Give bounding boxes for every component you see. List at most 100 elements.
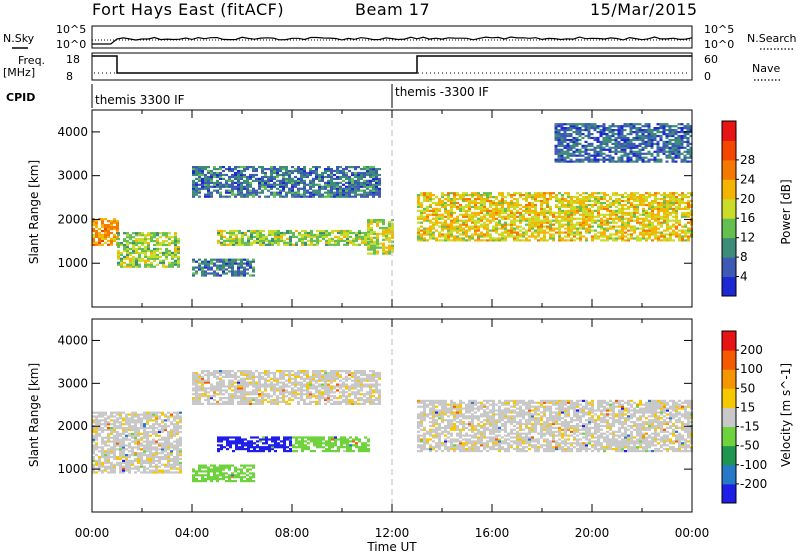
power-cell [240, 193, 243, 196]
power-cell [369, 171, 372, 175]
power-cell [174, 243, 177, 247]
power-cell [623, 152, 627, 155]
power-cell [669, 227, 672, 230]
power-cell [602, 142, 606, 145]
power-cell [261, 179, 264, 182]
power-cell [546, 239, 549, 242]
power-cell [668, 156, 672, 159]
velocity-cell [113, 446, 116, 449]
power-cell [207, 171, 210, 175]
power-cell [268, 243, 271, 246]
power-cell [573, 227, 576, 230]
power-cell [678, 233, 681, 236]
power-cell [540, 225, 543, 228]
velocity-cell [207, 373, 210, 376]
power-cell [618, 203, 621, 207]
power-cell [144, 247, 147, 251]
power-cell [450, 198, 453, 201]
power-cell [647, 140, 651, 143]
power-cell [280, 231, 283, 235]
power-cell [104, 228, 107, 231]
power-cell [681, 194, 684, 197]
power-cell [576, 231, 579, 234]
power-cell [177, 259, 180, 262]
velocity-cell [176, 423, 179, 426]
power-cell [120, 265, 123, 268]
power-cell [201, 177, 204, 180]
power-cell [560, 140, 564, 143]
power-cell [687, 192, 690, 195]
power-cell [321, 171, 324, 175]
velocity-cell [146, 459, 149, 462]
velocity-cell [113, 469, 116, 472]
power-cell [507, 203, 510, 207]
power-cell [207, 266, 210, 269]
power-cell [321, 187, 324, 190]
power-cell [366, 195, 369, 198]
power-cell [552, 215, 555, 218]
power-cell [525, 192, 528, 195]
power-cell [569, 129, 573, 132]
power-cell [519, 239, 522, 242]
power-cell [388, 240, 391, 243]
power-cell [107, 239, 110, 242]
power-cell [228, 262, 231, 265]
velocity-cell [119, 471, 122, 474]
power-cell [300, 181, 303, 184]
power-cell [558, 221, 561, 224]
power-cell [426, 205, 429, 208]
power-cell [354, 185, 357, 188]
velocity-cell [95, 428, 98, 432]
power-cell [677, 154, 681, 157]
power-cell [364, 237, 367, 240]
velocity-cell [98, 450, 101, 453]
velocity-cell [228, 402, 231, 405]
power-cell [162, 240, 165, 243]
power-cell [570, 239, 573, 242]
power-cell [198, 179, 201, 182]
velocity-cell [131, 450, 134, 453]
power-cell [675, 201, 678, 205]
power-cell [336, 171, 339, 175]
power-cell [624, 235, 627, 238]
power-cell [632, 125, 636, 128]
power-cell [629, 160, 633, 163]
power-cell [240, 189, 243, 192]
power-cell [576, 217, 579, 220]
power-cell [593, 136, 597, 140]
power-cell [672, 199, 675, 203]
power-cell [575, 150, 579, 153]
power-cell [689, 150, 693, 153]
power-cell [129, 242, 132, 245]
power-cell [587, 148, 591, 151]
power-cell [585, 229, 588, 232]
power-cell [244, 231, 247, 235]
power-cell [294, 195, 297, 198]
velocity-cell [149, 450, 152, 453]
power-cell [246, 193, 249, 196]
power-cell [174, 255, 177, 258]
power-cell [369, 166, 372, 169]
power-cell [385, 246, 388, 249]
power-cell [126, 245, 129, 249]
power-cell [477, 196, 480, 199]
power-cell [629, 123, 633, 126]
power-cell [584, 152, 588, 155]
power-cell [495, 196, 498, 199]
nave-tick-high: 60 [704, 53, 718, 66]
power-cell [462, 233, 465, 236]
velocity-cell [104, 459, 107, 462]
velocity-cell [204, 373, 207, 376]
power-cell [237, 272, 240, 275]
power-cell [617, 136, 621, 140]
power-cell [528, 227, 531, 230]
power-cell [300, 171, 303, 175]
power-cell [304, 233, 307, 237]
power-cell [663, 207, 666, 210]
power-cell [213, 175, 216, 179]
power-cell [465, 221, 468, 224]
power-cell [474, 194, 477, 197]
power-cell [558, 209, 561, 212]
power-cell [624, 223, 627, 226]
power-cell [282, 166, 285, 169]
